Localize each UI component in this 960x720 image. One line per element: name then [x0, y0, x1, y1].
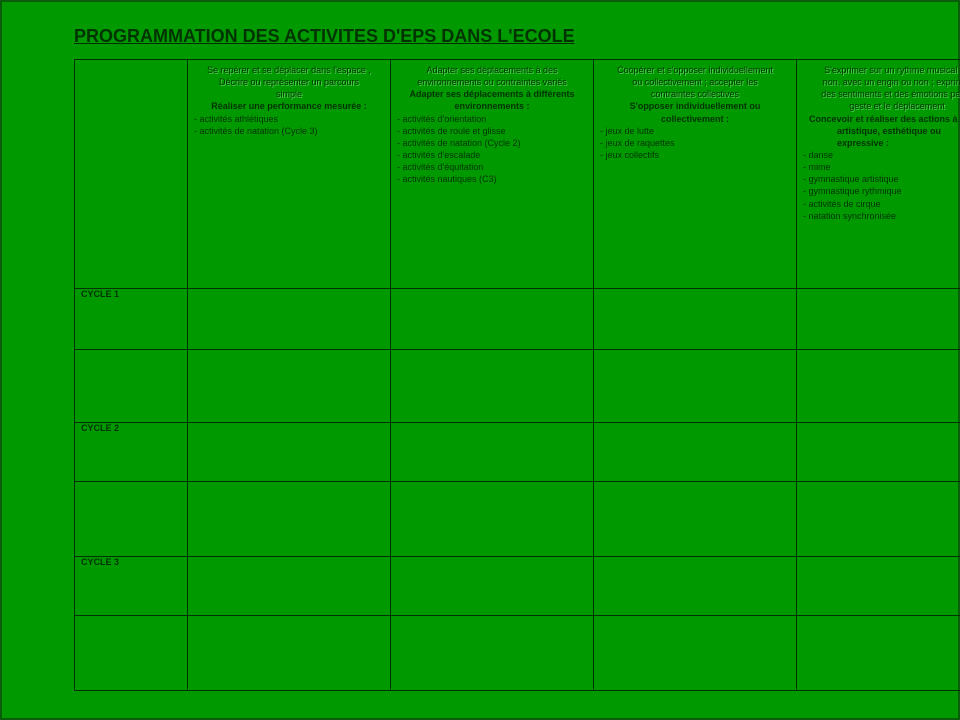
header-col-2: Adapter ses déplacements à des environne… — [391, 60, 594, 289]
row-label — [75, 350, 188, 423]
table-cell — [797, 289, 960, 350]
header-item: - gymnastique artistique — [803, 173, 960, 185]
table-cell — [188, 423, 391, 482]
header-item: - activités de cirque — [803, 198, 960, 210]
table-cell — [594, 557, 797, 616]
header-intro: S'exprimer sur un rythme musical ou non,… — [803, 64, 960, 113]
header-bold: Réaliser une performance mesurée : — [194, 100, 384, 112]
header-intro: Se repérer et se déplacer dans l'espace … — [194, 64, 384, 100]
header-col-3: Coopérer et s'opposer individuellement o… — [594, 60, 797, 289]
table-cell — [188, 482, 391, 557]
table-cell — [391, 350, 594, 423]
table-cell — [391, 616, 594, 691]
header-col-1: Se repérer et se déplacer dans l'espace … — [188, 60, 391, 289]
table-cell — [594, 350, 797, 423]
header-item: - natation synchronisée — [803, 210, 960, 222]
table-cell — [188, 350, 391, 423]
row-label: CYCLE 3 — [75, 557, 188, 616]
row-label: CYCLE 1 — [75, 289, 188, 350]
row-label: CYCLE 2 — [75, 423, 188, 482]
header-item: - activités d'orientation — [397, 113, 587, 125]
header-item: - gymnastique rythmique — [803, 185, 960, 197]
header-bold: Adapter ses déplacements à différents en… — [397, 88, 587, 112]
table-cell — [594, 289, 797, 350]
header-col-4: S'exprimer sur un rythme musical ou non,… — [797, 60, 960, 289]
header-item: - activités nautiques (C3) — [397, 173, 587, 185]
table-cell — [797, 350, 960, 423]
header-intro: Coopérer et s'opposer individuellement o… — [600, 64, 790, 100]
table-cell — [797, 557, 960, 616]
table-cell — [594, 482, 797, 557]
header-intro: Adapter ses déplacements à des environne… — [397, 64, 587, 88]
header-item: - danse — [803, 149, 960, 161]
header-item: - activités d'équitation — [397, 161, 587, 173]
table-cell — [391, 482, 594, 557]
header-item: - activités de natation (Cycle 2) — [397, 137, 587, 149]
table-cell — [188, 557, 391, 616]
page-title: PROGRAMMATION DES ACTIVITES D'EPS DANS L… — [74, 26, 932, 47]
header-item: - mime — [803, 161, 960, 173]
header-empty — [75, 60, 188, 289]
row-label — [75, 482, 188, 557]
row-label — [75, 616, 188, 691]
table-cell — [594, 616, 797, 691]
eps-table: Se repérer et se déplacer dans l'espace … — [74, 59, 960, 691]
header-item: - activités d'escalade — [397, 149, 587, 161]
header-bold: S'opposer individuellement ou collective… — [600, 100, 790, 124]
header-item: - jeux de lutte — [600, 125, 790, 137]
table-cell — [391, 289, 594, 350]
table-cell — [391, 557, 594, 616]
header-item: - activités de natation (Cycle 3) — [194, 125, 384, 137]
header-item: - activités de roule et glisse — [397, 125, 587, 137]
table-cell — [188, 616, 391, 691]
table-cell — [797, 616, 960, 691]
table-cell — [797, 482, 960, 557]
table-cell — [391, 423, 594, 482]
table-cell — [188, 289, 391, 350]
header-bold: Concevoir et réaliser des actions à visé… — [803, 113, 960, 149]
header-item: - activités athlétiques — [194, 113, 384, 125]
page: PROGRAMMATION DES ACTIVITES D'EPS DANS L… — [0, 0, 960, 720]
header-item: - jeux collectifs — [600, 149, 790, 161]
header-item: - jeux de raquettes — [600, 137, 790, 149]
table-cell — [797, 423, 960, 482]
table-cell — [594, 423, 797, 482]
